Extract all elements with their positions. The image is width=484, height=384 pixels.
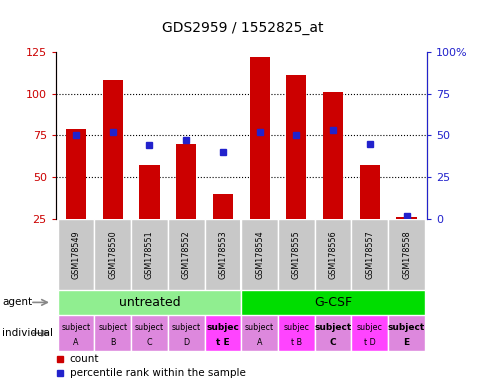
Text: C: C bbox=[329, 338, 336, 347]
Text: B: B bbox=[110, 338, 115, 347]
Text: GSM178558: GSM178558 bbox=[401, 230, 410, 279]
Text: C: C bbox=[146, 338, 152, 347]
Bar bbox=[131, 315, 167, 351]
Bar bbox=[396, 217, 416, 219]
Bar bbox=[286, 75, 306, 219]
Bar bbox=[66, 129, 86, 219]
Text: GSM178554: GSM178554 bbox=[255, 230, 264, 279]
Text: t E: t E bbox=[216, 338, 229, 347]
Bar bbox=[58, 315, 94, 351]
Text: subject: subject bbox=[387, 323, 424, 332]
Bar bbox=[94, 315, 131, 351]
Bar bbox=[277, 219, 314, 290]
Text: E: E bbox=[403, 338, 409, 347]
Bar bbox=[176, 144, 196, 219]
Text: GSM178552: GSM178552 bbox=[182, 230, 190, 279]
Text: subject: subject bbox=[98, 323, 127, 332]
Text: A: A bbox=[257, 338, 262, 347]
Text: subjec: subjec bbox=[356, 323, 382, 332]
Bar bbox=[103, 80, 122, 219]
Text: untreated: untreated bbox=[119, 296, 180, 309]
Text: D: D bbox=[183, 338, 189, 347]
Text: G-CSF: G-CSF bbox=[314, 296, 351, 309]
Bar bbox=[241, 315, 277, 351]
Bar bbox=[212, 194, 232, 219]
Text: GSM178556: GSM178556 bbox=[328, 230, 337, 279]
Text: individual: individual bbox=[2, 328, 53, 338]
Bar bbox=[277, 315, 314, 351]
Bar bbox=[249, 57, 269, 219]
Bar bbox=[351, 219, 387, 290]
Bar bbox=[94, 219, 131, 290]
Bar bbox=[58, 290, 241, 315]
Text: GSM178555: GSM178555 bbox=[291, 230, 300, 279]
Bar bbox=[314, 219, 351, 290]
Text: agent: agent bbox=[2, 297, 32, 308]
Text: GSM178550: GSM178550 bbox=[108, 230, 117, 279]
Text: t B: t B bbox=[290, 338, 302, 347]
Text: A: A bbox=[73, 338, 78, 347]
Bar bbox=[204, 219, 241, 290]
Text: GSM178553: GSM178553 bbox=[218, 230, 227, 279]
Bar bbox=[387, 315, 424, 351]
Text: subject: subject bbox=[171, 323, 200, 332]
Bar bbox=[131, 219, 167, 290]
Bar bbox=[139, 166, 159, 219]
Text: percentile rank within the sample: percentile rank within the sample bbox=[70, 368, 245, 378]
Bar bbox=[359, 166, 379, 219]
Text: subjec: subjec bbox=[206, 323, 239, 332]
Text: GSM178551: GSM178551 bbox=[145, 230, 153, 279]
Text: subjec: subjec bbox=[283, 323, 309, 332]
Text: subject: subject bbox=[135, 323, 164, 332]
Text: count: count bbox=[70, 354, 99, 364]
Text: subject: subject bbox=[61, 323, 91, 332]
Bar bbox=[241, 290, 424, 315]
Text: t D: t D bbox=[363, 338, 375, 347]
Bar bbox=[167, 219, 204, 290]
Bar bbox=[204, 315, 241, 351]
Bar bbox=[314, 315, 351, 351]
Bar bbox=[351, 315, 387, 351]
Bar bbox=[387, 219, 424, 290]
Bar bbox=[58, 219, 94, 290]
Bar bbox=[241, 219, 277, 290]
Text: GSM178549: GSM178549 bbox=[71, 230, 80, 279]
Text: GDS2959 / 1552825_at: GDS2959 / 1552825_at bbox=[162, 21, 322, 35]
Text: subject: subject bbox=[314, 323, 351, 332]
Bar bbox=[167, 315, 204, 351]
Text: subject: subject bbox=[244, 323, 273, 332]
Text: GSM178557: GSM178557 bbox=[364, 230, 374, 279]
Bar bbox=[322, 92, 343, 219]
